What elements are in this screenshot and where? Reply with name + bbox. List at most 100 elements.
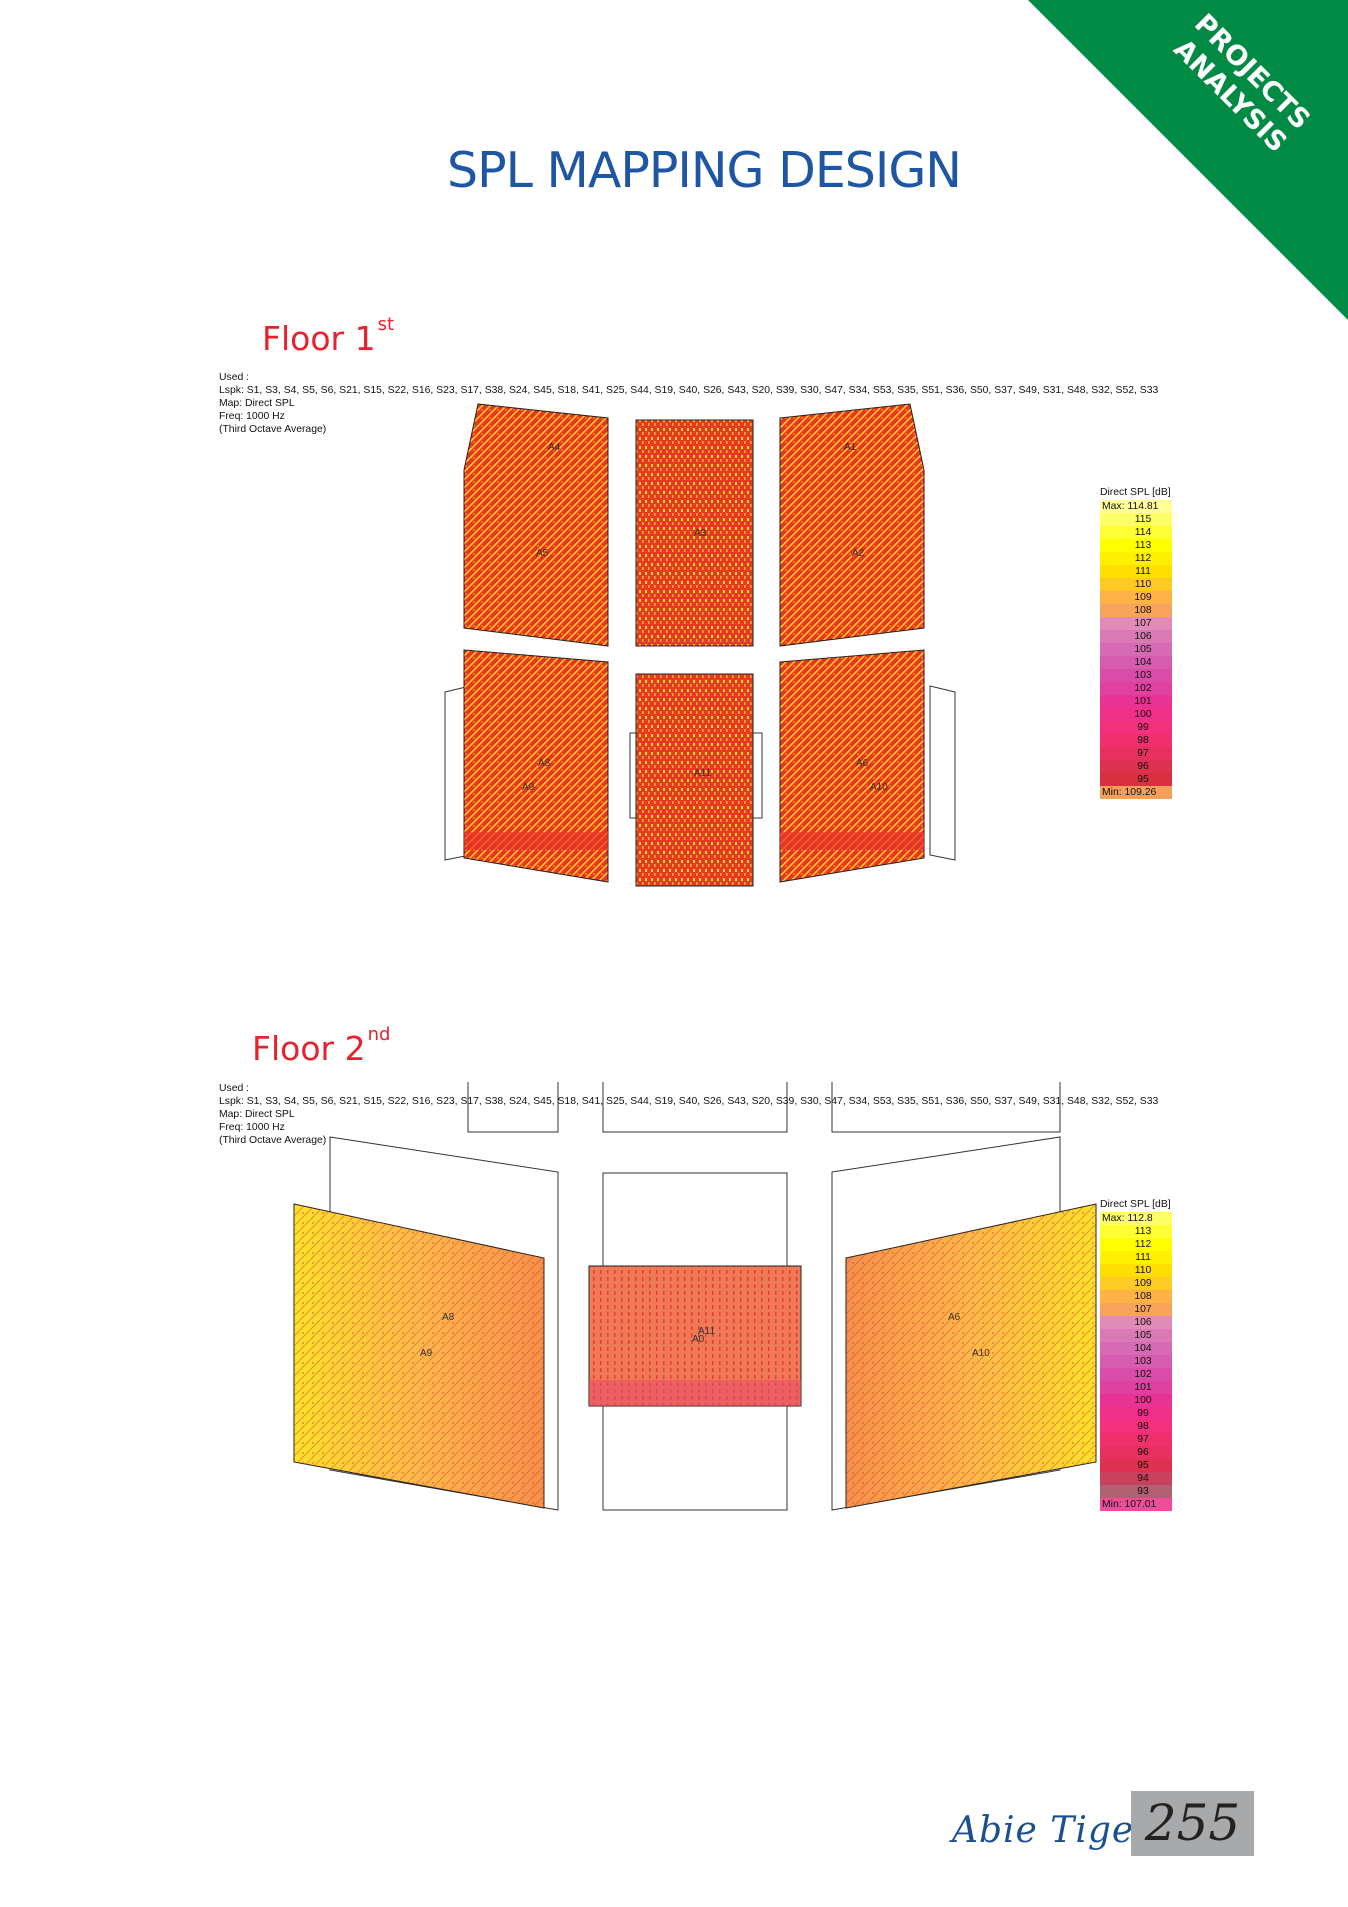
outline-right: [929, 685, 956, 861]
area-label-a0: A0: [692, 1334, 705, 1345]
area-label-a2: A2: [852, 548, 865, 559]
legend-step: 107: [1100, 1303, 1172, 1316]
legend-step: 94: [1100, 1472, 1172, 1485]
meta-map: Map: Direct SPL: [219, 398, 295, 409]
outline-right-block: [831, 1136, 1061, 1511]
legend-step: 105: [1100, 643, 1172, 656]
legend-step: 106: [1100, 630, 1172, 643]
area-label-a6: A6: [948, 1312, 961, 1323]
zone-lower-right: [779, 649, 925, 883]
legend-min-label: Min:: [1102, 787, 1122, 798]
legend-min: Min: 107.01: [1100, 1498, 1172, 1511]
legend-step: 95: [1100, 1459, 1172, 1472]
legend-max-value: 114.81: [1127, 501, 1159, 512]
meta-freq: Freq: 1000 Hz: [219, 1122, 285, 1133]
band-right: [780, 832, 924, 850]
area-label-a8: A8: [538, 758, 551, 769]
floor-1-meta: Used : Lspk: S1, S3, S4, S5, S6, S21, S1…: [219, 371, 1174, 436]
legend-max: Max: 114.81: [1100, 500, 1172, 513]
meta-map: Map: Direct SPL: [219, 1109, 295, 1120]
legend-step: 97: [1100, 747, 1172, 760]
legend-step: 96: [1100, 1446, 1172, 1459]
legend-step: 93: [1100, 1485, 1172, 1498]
legend-step: 100: [1100, 708, 1172, 721]
area-label-a10: A10: [870, 782, 888, 793]
area-label-a10: A10: [972, 1348, 990, 1359]
zone-upper-left: [463, 403, 609, 647]
legend-min-value: 109.26: [1124, 787, 1157, 798]
zone-left-texture: [294, 1204, 544, 1508]
legend-step: 99: [1100, 1407, 1172, 1420]
legend-step: 101: [1100, 695, 1172, 708]
legend-step: 96: [1100, 760, 1172, 773]
area-label-a11: A11: [694, 768, 711, 779]
legend-step: 106: [1100, 1316, 1172, 1329]
floor-2-heading-text: Floor 2: [252, 1029, 366, 1068]
footer-brand: Abie Tiger: [952, 1810, 1153, 1851]
projects-analysis-banner: PROJECTS ANALYSIS: [1028, 0, 1348, 320]
legend-step: 100: [1100, 1394, 1172, 1407]
page-number: 255: [1144, 1794, 1241, 1852]
legend-title: Direct SPL [dB]: [1100, 1199, 1171, 1210]
floor-2-meta: Used : Lspk: S1, S3, S4, S5, S6, S21, S1…: [219, 1082, 1174, 1147]
area-label-a3: A3: [694, 528, 707, 539]
outline-top-center: [602, 1082, 788, 1133]
legend-step: 104: [1100, 1342, 1172, 1355]
legend-step: 112: [1100, 552, 1172, 565]
legend-step: 98: [1100, 734, 1172, 747]
legend-step: 112: [1100, 1238, 1172, 1251]
legend-step: 113: [1100, 1225, 1172, 1238]
legend-step: 115: [1100, 513, 1172, 526]
legend-step: 111: [1100, 565, 1172, 578]
area-label-a1: A1: [844, 442, 857, 453]
legend-steps: 113 112 111 110 109 108 107 106 105 104 103 102 101 1…: [1100, 1225, 1172, 1498]
meta-used: Used :: [219, 372, 250, 383]
legend-step: 103: [1100, 1355, 1172, 1368]
legend-step: 109: [1100, 1277, 1172, 1290]
legend-step: 110: [1100, 1264, 1172, 1277]
area-label-a9: A9: [420, 1348, 433, 1359]
legend-step: 104: [1100, 656, 1172, 669]
legend-step: 102: [1100, 682, 1172, 695]
banner-triangle: [1028, 0, 1348, 320]
legend-max-label: Max:: [1102, 501, 1125, 512]
legend-title: Direct SPL [dB]: [1100, 487, 1171, 498]
zone-upper-right: [779, 403, 925, 647]
meta-freq: Freq: 1000 Hz: [219, 411, 285, 422]
floor-1-spl-map: A4 A3 A1 A5 A2 A8 A9 A11 A6 A10: [444, 403, 956, 887]
legend-step: 102: [1100, 1368, 1172, 1381]
legend-step: 109: [1100, 591, 1172, 604]
legend-steps: 115 114 113 112 111 110 109 108 107 106 105 104 103 1…: [1100, 513, 1172, 786]
legend-step: 108: [1100, 1290, 1172, 1303]
floor-2-legend: Direct SPL [dB] Max: 112.8 113 112 111 110 1…: [1100, 1198, 1172, 1511]
meta-average: (Third Octave Average): [219, 424, 327, 435]
legend-min-label: Min:: [1102, 1499, 1122, 1510]
outline-top-right: [831, 1082, 1061, 1133]
zone-lower-center: [635, 673, 754, 887]
zone-upper-center: [635, 419, 754, 647]
legend-step: 95: [1100, 773, 1172, 786]
area-label-a9: A9: [522, 782, 535, 793]
floor-2-spl-map: A8 A9 A11 A0 A6 A10: [293, 1082, 1097, 1511]
area-label-a11: A11: [698, 1326, 715, 1337]
meta-average: (Third Octave Average): [219, 1135, 327, 1146]
page-title: SPL MAPPING DESIGN: [447, 142, 962, 199]
legend-max-value: 112.8: [1127, 1213, 1153, 1224]
legend-min-value: 107.01: [1124, 1499, 1157, 1510]
meta-used: Used :: [219, 1083, 250, 1094]
zone-center-band: [589, 1380, 801, 1406]
band-left: [464, 832, 608, 850]
zone-lower-left: [463, 649, 609, 883]
floor-1-legend: Direct SPL [dB] Max: 114.81 115 114 113 112…: [1100, 486, 1172, 799]
page-number-box: [1131, 1791, 1254, 1856]
area-label-a5: A5: [536, 548, 549, 559]
floor-1-heading-text: Floor 1: [262, 319, 376, 358]
legend-max-label: Max:: [1102, 1213, 1125, 1224]
legend-step: 103: [1100, 669, 1172, 682]
floor-1-heading-sup: st: [377, 314, 395, 335]
zone-right-texture: [846, 1204, 1096, 1508]
legend-step: 110: [1100, 578, 1172, 591]
area-label-a8: A8: [442, 1312, 455, 1323]
